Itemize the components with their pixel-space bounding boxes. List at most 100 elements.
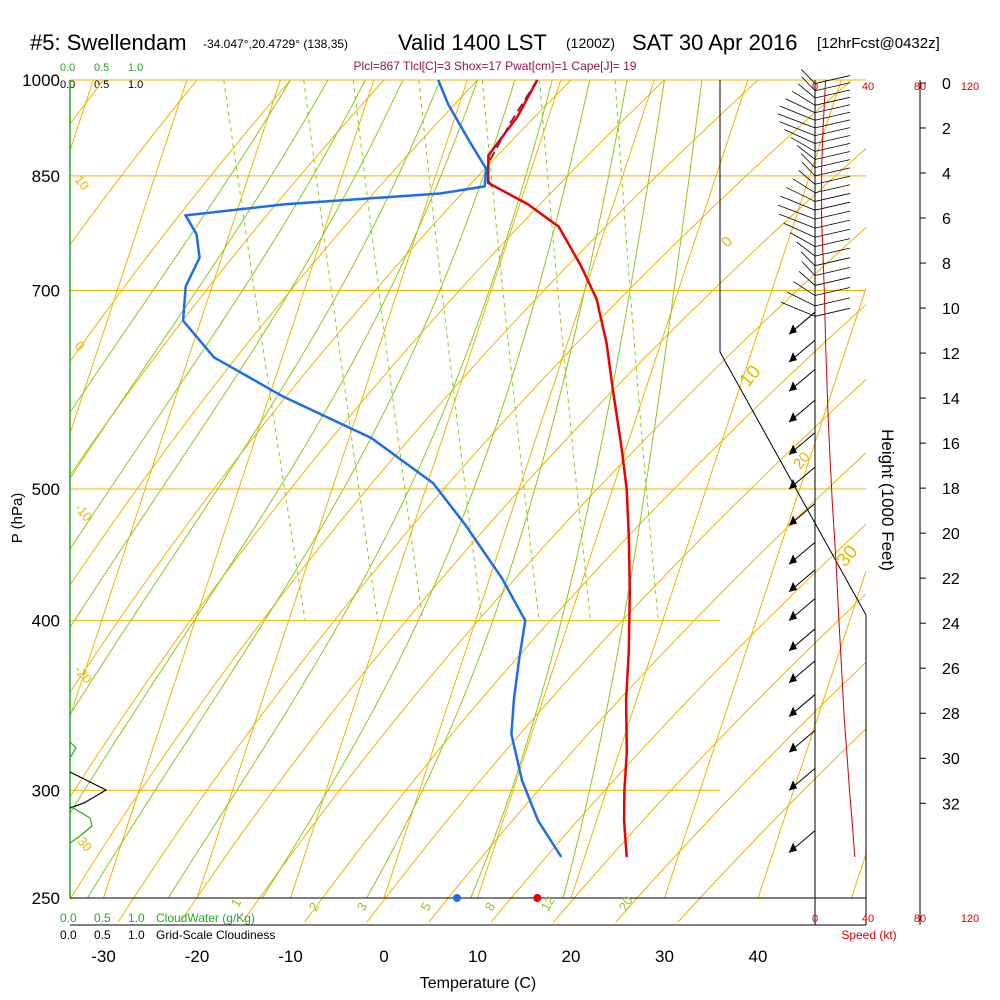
cloud-water-label: CloudWater (g/Kg) xyxy=(156,911,255,925)
wind-barb-flag xyxy=(789,324,797,335)
wind-barb xyxy=(814,175,851,185)
isotherm-line xyxy=(851,852,866,899)
height-tick-label: 14 xyxy=(942,391,960,408)
wind-barb xyxy=(814,159,851,169)
wind-barb xyxy=(814,151,851,160)
height-tick-label: 32 xyxy=(942,796,960,813)
temperature-tick-label: -30 xyxy=(91,947,116,966)
dewpoint-profile-line xyxy=(181,79,563,858)
wind-barb xyxy=(780,105,816,121)
dry-adiabat-line xyxy=(428,452,866,923)
wind-barb xyxy=(814,119,851,129)
surface-dewpoint-dot xyxy=(452,894,461,902)
mixing-ratio-line xyxy=(352,80,424,621)
wind-barb-flag xyxy=(789,479,797,489)
wind-barb xyxy=(785,98,816,114)
moist-adiabat-line xyxy=(167,80,553,899)
temperature-tick-label: -10 xyxy=(278,947,303,966)
y-axis-label: P (hPa) xyxy=(9,493,26,544)
dry-adiabat-line xyxy=(70,80,105,125)
wind-barb xyxy=(785,187,816,202)
wind-barb xyxy=(797,83,816,99)
cloud-top-ticks: 0.0 0.5 1.0 0.0 0.5 1.0 xyxy=(60,62,143,91)
dry-adiabat-label: 0 xyxy=(72,338,88,353)
dry-adiabat-line xyxy=(0,51,31,922)
svg-text:120: 120 xyxy=(961,913,979,925)
wind-barb-flag xyxy=(789,672,797,683)
wind-barb xyxy=(783,222,816,238)
moist-adiabat-line xyxy=(261,80,591,899)
svg-text:120: 120 xyxy=(961,81,979,93)
cloud-top-green-1: 0.5 xyxy=(94,62,109,74)
mixing-ratio-label: 3 xyxy=(354,900,371,914)
wind-barb-flag xyxy=(789,554,797,565)
temperature-tick-label: 40 xyxy=(749,947,768,966)
wind-barb xyxy=(792,178,816,194)
pressure-tick-label: 1000 xyxy=(22,71,60,90)
dry-adiabat-line xyxy=(70,80,666,799)
temperature-tick-label: 30 xyxy=(655,947,674,966)
wind-barb-flag xyxy=(789,610,797,621)
dry-adiabat-line xyxy=(70,80,479,587)
dry-adiabat-line xyxy=(366,378,866,923)
dry-adiabat-line xyxy=(490,523,866,923)
wind-barb xyxy=(790,137,816,152)
height-tick-label: 26 xyxy=(942,661,960,678)
wind-barb-flag xyxy=(789,640,797,651)
wind-barb xyxy=(814,277,851,286)
wind-barb xyxy=(814,219,851,229)
dry-adiabat-line xyxy=(179,147,866,923)
isotherm-line xyxy=(757,569,866,899)
wind-barb xyxy=(790,232,816,247)
dry-adiabat-line xyxy=(553,593,866,923)
wind-barb xyxy=(779,121,816,137)
wind-barb xyxy=(814,184,851,194)
wind-barb xyxy=(814,193,851,202)
height-tick-label: 10 xyxy=(942,301,960,318)
forecast-info: [12hrFcst@0432z] xyxy=(817,35,940,52)
svg-text:0.5: 0.5 xyxy=(94,928,111,942)
dry-adiabat-label: -30 xyxy=(72,830,96,854)
wind-barb xyxy=(814,287,851,296)
svg-text:0.5: 0.5 xyxy=(94,911,111,925)
wind-barb xyxy=(792,90,816,106)
moist-adiabat-line xyxy=(70,80,366,551)
svg-text:80: 80 xyxy=(914,913,926,925)
svg-text:40: 40 xyxy=(862,81,874,93)
wind-barb xyxy=(814,89,851,99)
wind-barb xyxy=(814,96,851,106)
mixing-ratio-line xyxy=(223,80,306,621)
wind-barb-flag xyxy=(789,842,797,853)
moist-adiabat-line xyxy=(70,80,329,480)
height-tick-label: 22 xyxy=(942,571,960,588)
height-axis-label: Height (1000 Feet) xyxy=(878,429,897,571)
wind-barb xyxy=(796,241,816,257)
height-tick-label: 0 xyxy=(942,76,951,93)
wind-barb-flag xyxy=(789,742,797,753)
cloud-top-green-0: 0.0 xyxy=(60,62,75,74)
station-coords: -34.047°,20.4729° (138,35) xyxy=(203,37,348,51)
moist-adiabat-line xyxy=(366,80,628,899)
height-tick-label: 6 xyxy=(942,211,951,228)
speed-ticks-bottom: 0 40 80 120 Speed (kt) xyxy=(812,913,979,942)
svg-text:1.0: 1.0 xyxy=(128,911,145,925)
wind-barb xyxy=(786,291,816,307)
wind-barb xyxy=(814,238,851,248)
wind-barb xyxy=(796,145,816,160)
wind-barb xyxy=(814,167,851,177)
pressure-tick-label: 850 xyxy=(32,167,60,186)
valid-date: SAT 30 Apr 2016 xyxy=(632,30,798,55)
cloud-top-black-0: 0.0 xyxy=(60,79,75,91)
wind-barb-flag xyxy=(789,780,797,791)
moist-adiabat-label: 0 xyxy=(718,233,736,250)
wind-barb xyxy=(814,307,851,317)
height-tick-label: 24 xyxy=(942,616,960,633)
dry-adiabat-label: -10 xyxy=(72,500,96,524)
dry-adiabat-line xyxy=(242,226,866,923)
valid-time: Valid 1400 LST xyxy=(398,30,547,55)
height-tick-label: 8 xyxy=(942,256,951,273)
wind-barb-flag xyxy=(789,352,797,363)
wind-barb xyxy=(814,143,851,152)
